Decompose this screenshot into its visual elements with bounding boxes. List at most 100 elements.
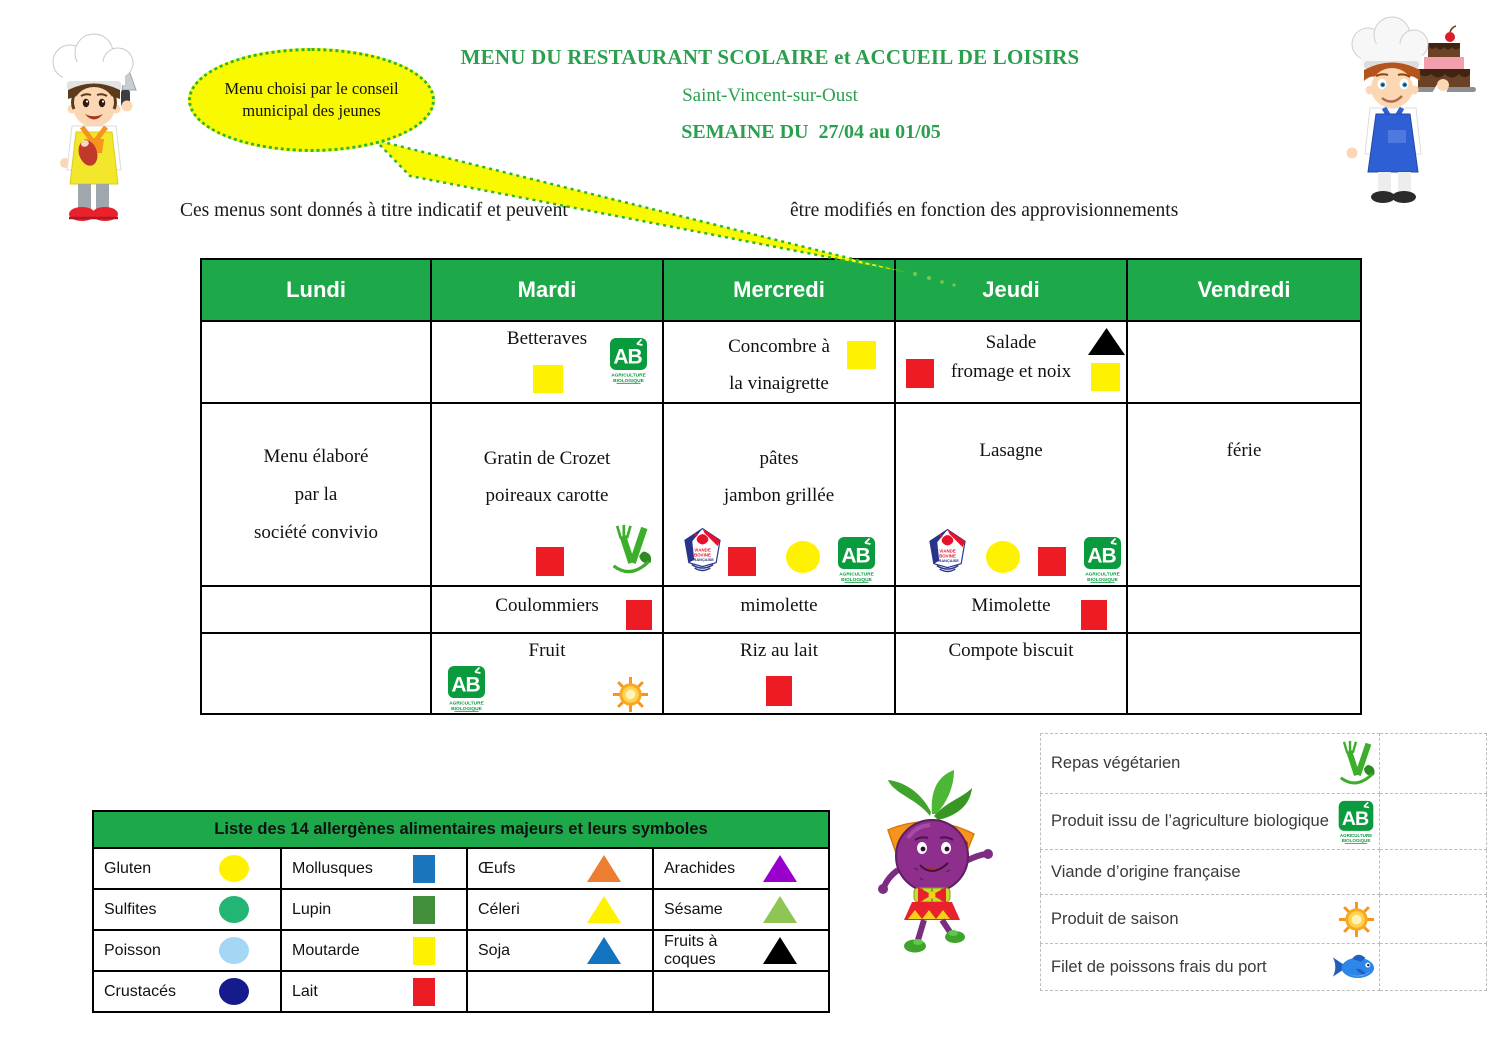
sulfites-circle-icon (219, 896, 249, 923)
lait-square-icon (1081, 600, 1107, 630)
moutarde-square-icon (533, 365, 563, 393)
season-sun-icon (1338, 901, 1375, 938)
chef-boy-cake-illustration (1346, 16, 1476, 203)
mollusques-square-icon (413, 854, 435, 883)
legend-row: Viande d’origine française (1040, 849, 1487, 895)
menu-cell-main-mardi: Gratin de Crozet poireaux carotte (430, 402, 664, 587)
poisson-circle-icon (219, 937, 249, 964)
allergen-label: Lupin (292, 900, 332, 918)
allergen-row: Poisson Moutarde Soja Fruits à coques (92, 929, 830, 972)
menu-cell-starter-mardi: Betteraves (430, 320, 664, 404)
sesame-triangle-icon (763, 896, 797, 923)
menu-cell-dessert-vendredi (1126, 632, 1362, 715)
moutarde-square-icon (847, 341, 876, 369)
menu-cell-starter-jeudi: Salade fromage et noix (894, 320, 1128, 404)
moutarde-square-icon (413, 936, 435, 965)
menu-cell-cheese-lundi (200, 585, 432, 634)
day-header-lundi: Lundi (200, 258, 432, 322)
gluten-circle-icon (986, 541, 1020, 573)
menu-cell-main-vendredi: férie (1126, 402, 1362, 587)
menu-cell-dessert-jeudi: Compote biscuit (894, 632, 1128, 715)
allergen-row: Crustacés Lait (92, 970, 830, 1013)
legend-label: Filet de poissons frais du port (1051, 957, 1267, 976)
lait-square-icon (413, 977, 435, 1006)
vbf-logo-icon (683, 527, 722, 575)
menu-cell-main-mercredi: pâtes jambon grillée (662, 402, 896, 587)
menu-table: Lundi Mardi Mercredi Jeudi Vendredi Bett… (200, 258, 1362, 715)
allergen-label: Gluten (104, 859, 152, 877)
allergen-row: Sulfites Lupin Céleri Sésame (92, 888, 830, 931)
lait-square-icon (626, 600, 652, 630)
day-header-row: Lundi Mardi Mercredi Jeudi Vendredi (200, 258, 1362, 322)
lait-square-icon (906, 359, 934, 388)
menu-cell-cheese-vendredi (1126, 585, 1362, 634)
allergen-label: Mollusques (292, 859, 373, 877)
lait-square-icon (728, 547, 756, 576)
day-header-mercredi: Mercredi (662, 258, 896, 322)
beet-mascot-illustration (878, 770, 993, 953)
main-course-row: Menu élaboré par la société convivio Grati… (200, 402, 1362, 587)
legend-label: Viande d’origine française (1051, 862, 1241, 881)
vegetarian-icon (1337, 740, 1375, 788)
crustaces-circle-icon (219, 978, 249, 1005)
allergen-label: Arachides (664, 859, 736, 877)
legend-row: Produit issu de l’agriculture biologique (1040, 793, 1487, 850)
lait-square-icon (766, 676, 792, 706)
disclaimer-right: être modifiés en fonction des approvisio… (790, 200, 1179, 221)
lupin-square-icon (413, 895, 435, 924)
ab-bio-logo-icon (836, 536, 877, 583)
cheese-row: Coulommiers mimolette Mimolette (200, 585, 1362, 634)
menu-cell-cheese-jeudi: Mimolette (894, 585, 1128, 634)
legend-row: Produit de saison (1040, 894, 1487, 944)
fruits-a-coques-triangle-icon (763, 937, 797, 964)
ab-bio-logo-icon (1337, 800, 1375, 844)
legend-row: Repas végétarien (1040, 733, 1487, 794)
menu-cell-main-jeudi: Lasagne (894, 402, 1128, 587)
menu-cell-main-lundi: Menu élaboré par la société convivio (200, 402, 432, 587)
day-header-mardi: Mardi (430, 258, 664, 322)
menu-cell-cheese-mardi: Coulommiers (430, 585, 664, 634)
ab-bio-logo-icon (1082, 536, 1123, 583)
legend-label: Produit de saison (1051, 909, 1179, 928)
allergen-table: Liste des 14 allergènes alimentaires maj… (92, 810, 830, 1013)
moutarde-square-icon (1091, 363, 1120, 391)
allergen-label: Céleri (478, 900, 520, 918)
chef-boy-knife-illustration (52, 33, 137, 221)
vegetarian-icon (610, 523, 651, 578)
allergen-label: Fruits à coques (664, 932, 718, 968)
gluten-circle-icon (786, 541, 820, 573)
legend-label: Repas végétarien (1051, 754, 1181, 772)
allergen-label: Œufs (478, 859, 516, 877)
season-sun-icon (612, 676, 649, 713)
allergen-label: Poisson (104, 941, 161, 959)
soja-triangle-icon (587, 937, 621, 964)
speech-bubble-text: Menu choisi par le conseil municipal des… (224, 79, 399, 120)
menu-cell-starter-mercredi: Concombre à la vinaigrette (662, 320, 896, 404)
page-header: MENU DU RESTAURANT SCOLAIRE et ACCUEIL D… (400, 45, 1140, 144)
oeufs-triangle-icon (587, 855, 621, 882)
menu-cell-starter-vendredi (1126, 320, 1362, 404)
day-header-jeudi: Jeudi (894, 258, 1128, 322)
menu-cell-cheese-mercredi: mimolette (662, 585, 896, 634)
allergen-label: Lait (292, 982, 318, 1000)
legend-label: Produit issu de l’agriculture biologique (1051, 812, 1329, 830)
fish-icon (1331, 952, 1375, 982)
disclaimer-left: Ces menus sont donnés à titre indicatif … (180, 200, 568, 221)
menu-cell-dessert-mercredi: Riz au lait (662, 632, 896, 715)
menu-cell-dessert-lundi (200, 632, 432, 715)
pictogram-legend: Repas végétarien Produit issu de l’agric… (1040, 733, 1487, 991)
allergen-table-title: Liste des 14 allergènes alimentaires maj… (92, 810, 830, 849)
vbf-logo-icon (928, 528, 967, 576)
allergen-label: Sulfites (104, 900, 157, 918)
ab-bio-logo-icon (446, 665, 487, 712)
celeri-triangle-icon (587, 896, 621, 923)
page-title: MENU DU RESTAURANT SCOLAIRE et ACCUEIL D… (460, 45, 1080, 69)
menu-cell-starter-lundi (200, 320, 432, 404)
lait-square-icon (1038, 547, 1066, 576)
arachides-triangle-icon (763, 855, 797, 882)
allergen-label: Crustacés (104, 982, 177, 1000)
allergen-label: Sésame (664, 900, 723, 918)
allergen-label: Moutarde (292, 941, 360, 959)
legend-row: Filet de poissons frais du port (1040, 943, 1487, 991)
menu-cell-dessert-mardi: Fruit (430, 632, 664, 715)
